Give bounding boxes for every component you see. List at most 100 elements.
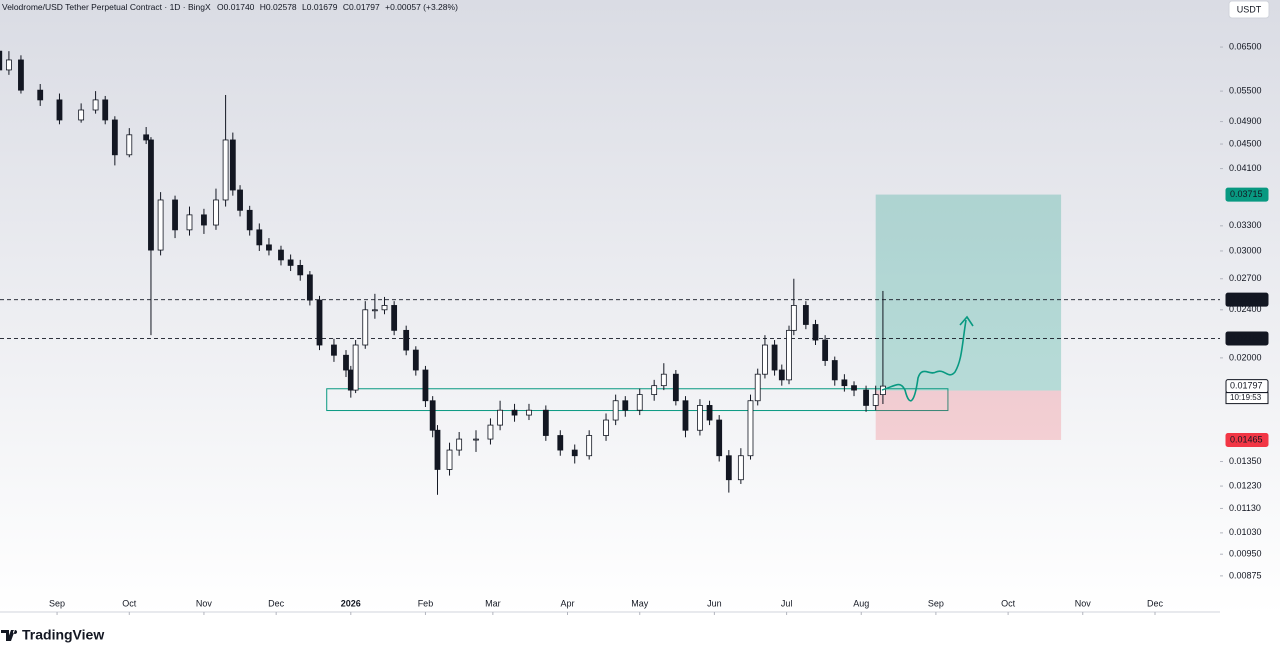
candle-body [771,344,778,371]
price-label: 0.03715 [1230,189,1263,199]
candle-body [706,405,713,421]
price-label: 0.01797 [1230,380,1263,390]
price-label: 0.02153 [1230,333,1263,343]
candle-body [56,99,63,121]
y-tick-label: 0.01030 [1229,527,1262,537]
candle-body [229,139,236,191]
y-tick-label: 0.02400 [1229,304,1262,314]
candle-body [266,244,272,251]
y-tick-label: 0.00875 [1229,570,1262,580]
candle-body [391,305,398,331]
candle-body [622,400,629,411]
candle-body [201,214,207,226]
candle-body [603,419,609,436]
symbol: Velodrome/USD Tether Perpetual Contract … [2,2,211,12]
ohlc-label: C [343,2,349,12]
countdown: 10:19:53 [1230,393,1262,402]
x-tick-label: Nov [1075,598,1092,608]
candle-body [306,274,313,301]
price-label-box [1225,187,1269,202]
y-tick-label: 0.03000 [1229,245,1262,255]
brand-name: TradingView [22,627,104,643]
candle-body [434,429,441,470]
candle-body [831,360,838,381]
candle-body [429,400,436,431]
plot-area [0,50,1220,495]
price-label-box [1225,432,1269,447]
x-tick-label: Aug [853,598,869,608]
candle-body [822,339,829,361]
x-tick-label: May [631,598,649,608]
y-tick-label: 0.04500 [1229,138,1262,148]
currency-label[interactable]: USDT [1237,4,1262,14]
y-tick-label: 0.01350 [1229,456,1262,466]
x-tick-label: Mar [485,598,501,608]
price-label-box [1225,331,1269,346]
candle-body [446,449,453,470]
candle-body [352,344,359,391]
y-tick-label: 0.04900 [1229,116,1262,126]
candle-body [786,329,792,381]
candle-body [186,214,193,231]
candle-body [737,455,744,481]
candle-body [256,229,263,246]
candle-body [111,119,118,156]
candle-body [143,134,150,141]
y-tick-label: 0.02000 [1229,352,1262,362]
candle-body [157,199,164,251]
candle-body [612,400,619,421]
candle-body [716,419,723,457]
ohlc-value: 0.01679 [307,2,338,12]
currency-button[interactable] [1228,0,1270,19]
x-tick-label: Feb [418,598,434,608]
x-tick-label: Sep [928,598,944,608]
x-tick-label: 2026 [341,598,361,608]
profit-zone [875,194,1062,391]
candle-body [526,409,532,416]
x-tick-label: Sep [49,598,65,608]
candle-body [511,409,518,416]
candle-body [487,424,494,440]
candle-body [473,438,479,441]
ohlc-label: O [217,2,224,12]
candle-body [725,455,732,481]
candle-body [747,400,754,457]
candle-body [381,305,388,311]
x-tick-label: Jul [781,598,793,608]
y-tick-label: 0.00950 [1229,549,1262,559]
candle-body [6,59,12,71]
countdown-box [1225,392,1269,405]
x-tick-label: Apr [560,598,574,608]
candle-body [412,349,419,371]
ohlc-label: L [302,2,307,12]
candle-body [0,50,3,71]
logo-icon [1,630,18,641]
x-tick-label: Jun [707,598,722,608]
candle-body [841,379,848,387]
candle-body [403,329,410,351]
y-tick-label: 0.05500 [1229,85,1262,95]
candle-body [371,309,378,312]
candle-body [557,435,564,451]
y-tick-label: 0.06500 [1229,41,1262,51]
ohlc-value: 0.01797 [349,2,380,12]
candle-body [297,265,304,276]
candle-body [18,59,24,91]
candle-body [343,354,349,371]
candle-body [697,405,703,431]
ohlc-value: 0.02578 [266,2,297,12]
ohlc-label: H [260,2,266,12]
candle-body [497,409,503,426]
y-tick-label: 0.02700 [1229,273,1262,283]
candle-body [872,394,879,406]
candle-body [331,344,337,356]
projection-arrowhead [959,315,974,327]
candle-body [636,394,643,411]
candle-body [754,373,761,402]
y-tick-label: 0.01230 [1229,480,1262,490]
candle-body [682,400,689,431]
price-label: 0.02494 [1230,294,1263,304]
price-label-box [1225,292,1269,307]
candle-body [802,305,809,325]
